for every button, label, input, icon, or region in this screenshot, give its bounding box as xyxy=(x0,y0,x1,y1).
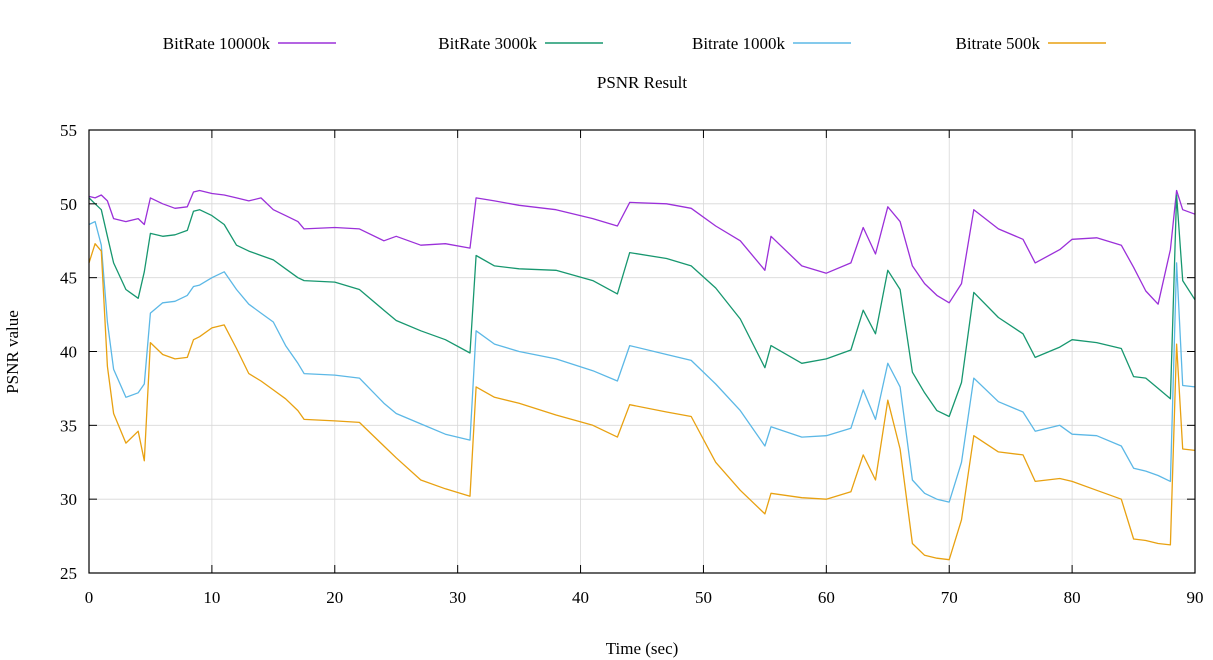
legend-label-0: BitRate 10000k xyxy=(163,34,271,53)
x-tick-label: 40 xyxy=(572,588,589,607)
legend-label-2: Bitrate 1000k xyxy=(692,34,786,53)
x-tick-label: 90 xyxy=(1187,588,1204,607)
x-tick-label: 50 xyxy=(695,588,712,607)
series-line-1 xyxy=(88,194,1196,418)
y-tick-label: 50 xyxy=(60,195,77,214)
legend: BitRate 10000k BitRate 3000k Bitrate 1000k… xyxy=(163,34,1106,53)
y-tick-label: 45 xyxy=(60,269,77,288)
y-axis: 25 30 35 40 45 50 55 xyxy=(60,121,1195,583)
x-tick-label: 80 xyxy=(1064,588,1081,607)
y-tick-label: 35 xyxy=(60,416,77,435)
legend-label-3: Bitrate 500k xyxy=(955,34,1040,53)
y-tick-label: 30 xyxy=(60,490,77,509)
x-tick-label: 30 xyxy=(449,588,466,607)
y-tick-label: 25 xyxy=(60,564,77,583)
x-axis-title: Time (sec) xyxy=(606,639,679,658)
x-tick-label: 10 xyxy=(203,588,220,607)
series-group xyxy=(88,189,1196,561)
y-tick-label: 40 xyxy=(60,343,77,362)
x-tick-label: 0 xyxy=(85,588,94,607)
y-tick-label: 55 xyxy=(60,121,77,140)
series-line-2 xyxy=(88,220,1196,503)
x-tick-label: 20 xyxy=(326,588,343,607)
y-axis-title: PSNR value xyxy=(3,310,22,394)
x-tick-label: 60 xyxy=(818,588,835,607)
chart-title: PSNR Result xyxy=(597,73,687,92)
x-axis: 0 10 20 30 40 50 60 70 80 90 xyxy=(85,130,1204,607)
x-tick-label: 70 xyxy=(941,588,958,607)
series-line-0 xyxy=(88,189,1196,305)
grid xyxy=(89,130,1195,573)
legend-label-1: BitRate 3000k xyxy=(438,34,537,53)
series-line-3 xyxy=(88,243,1196,561)
